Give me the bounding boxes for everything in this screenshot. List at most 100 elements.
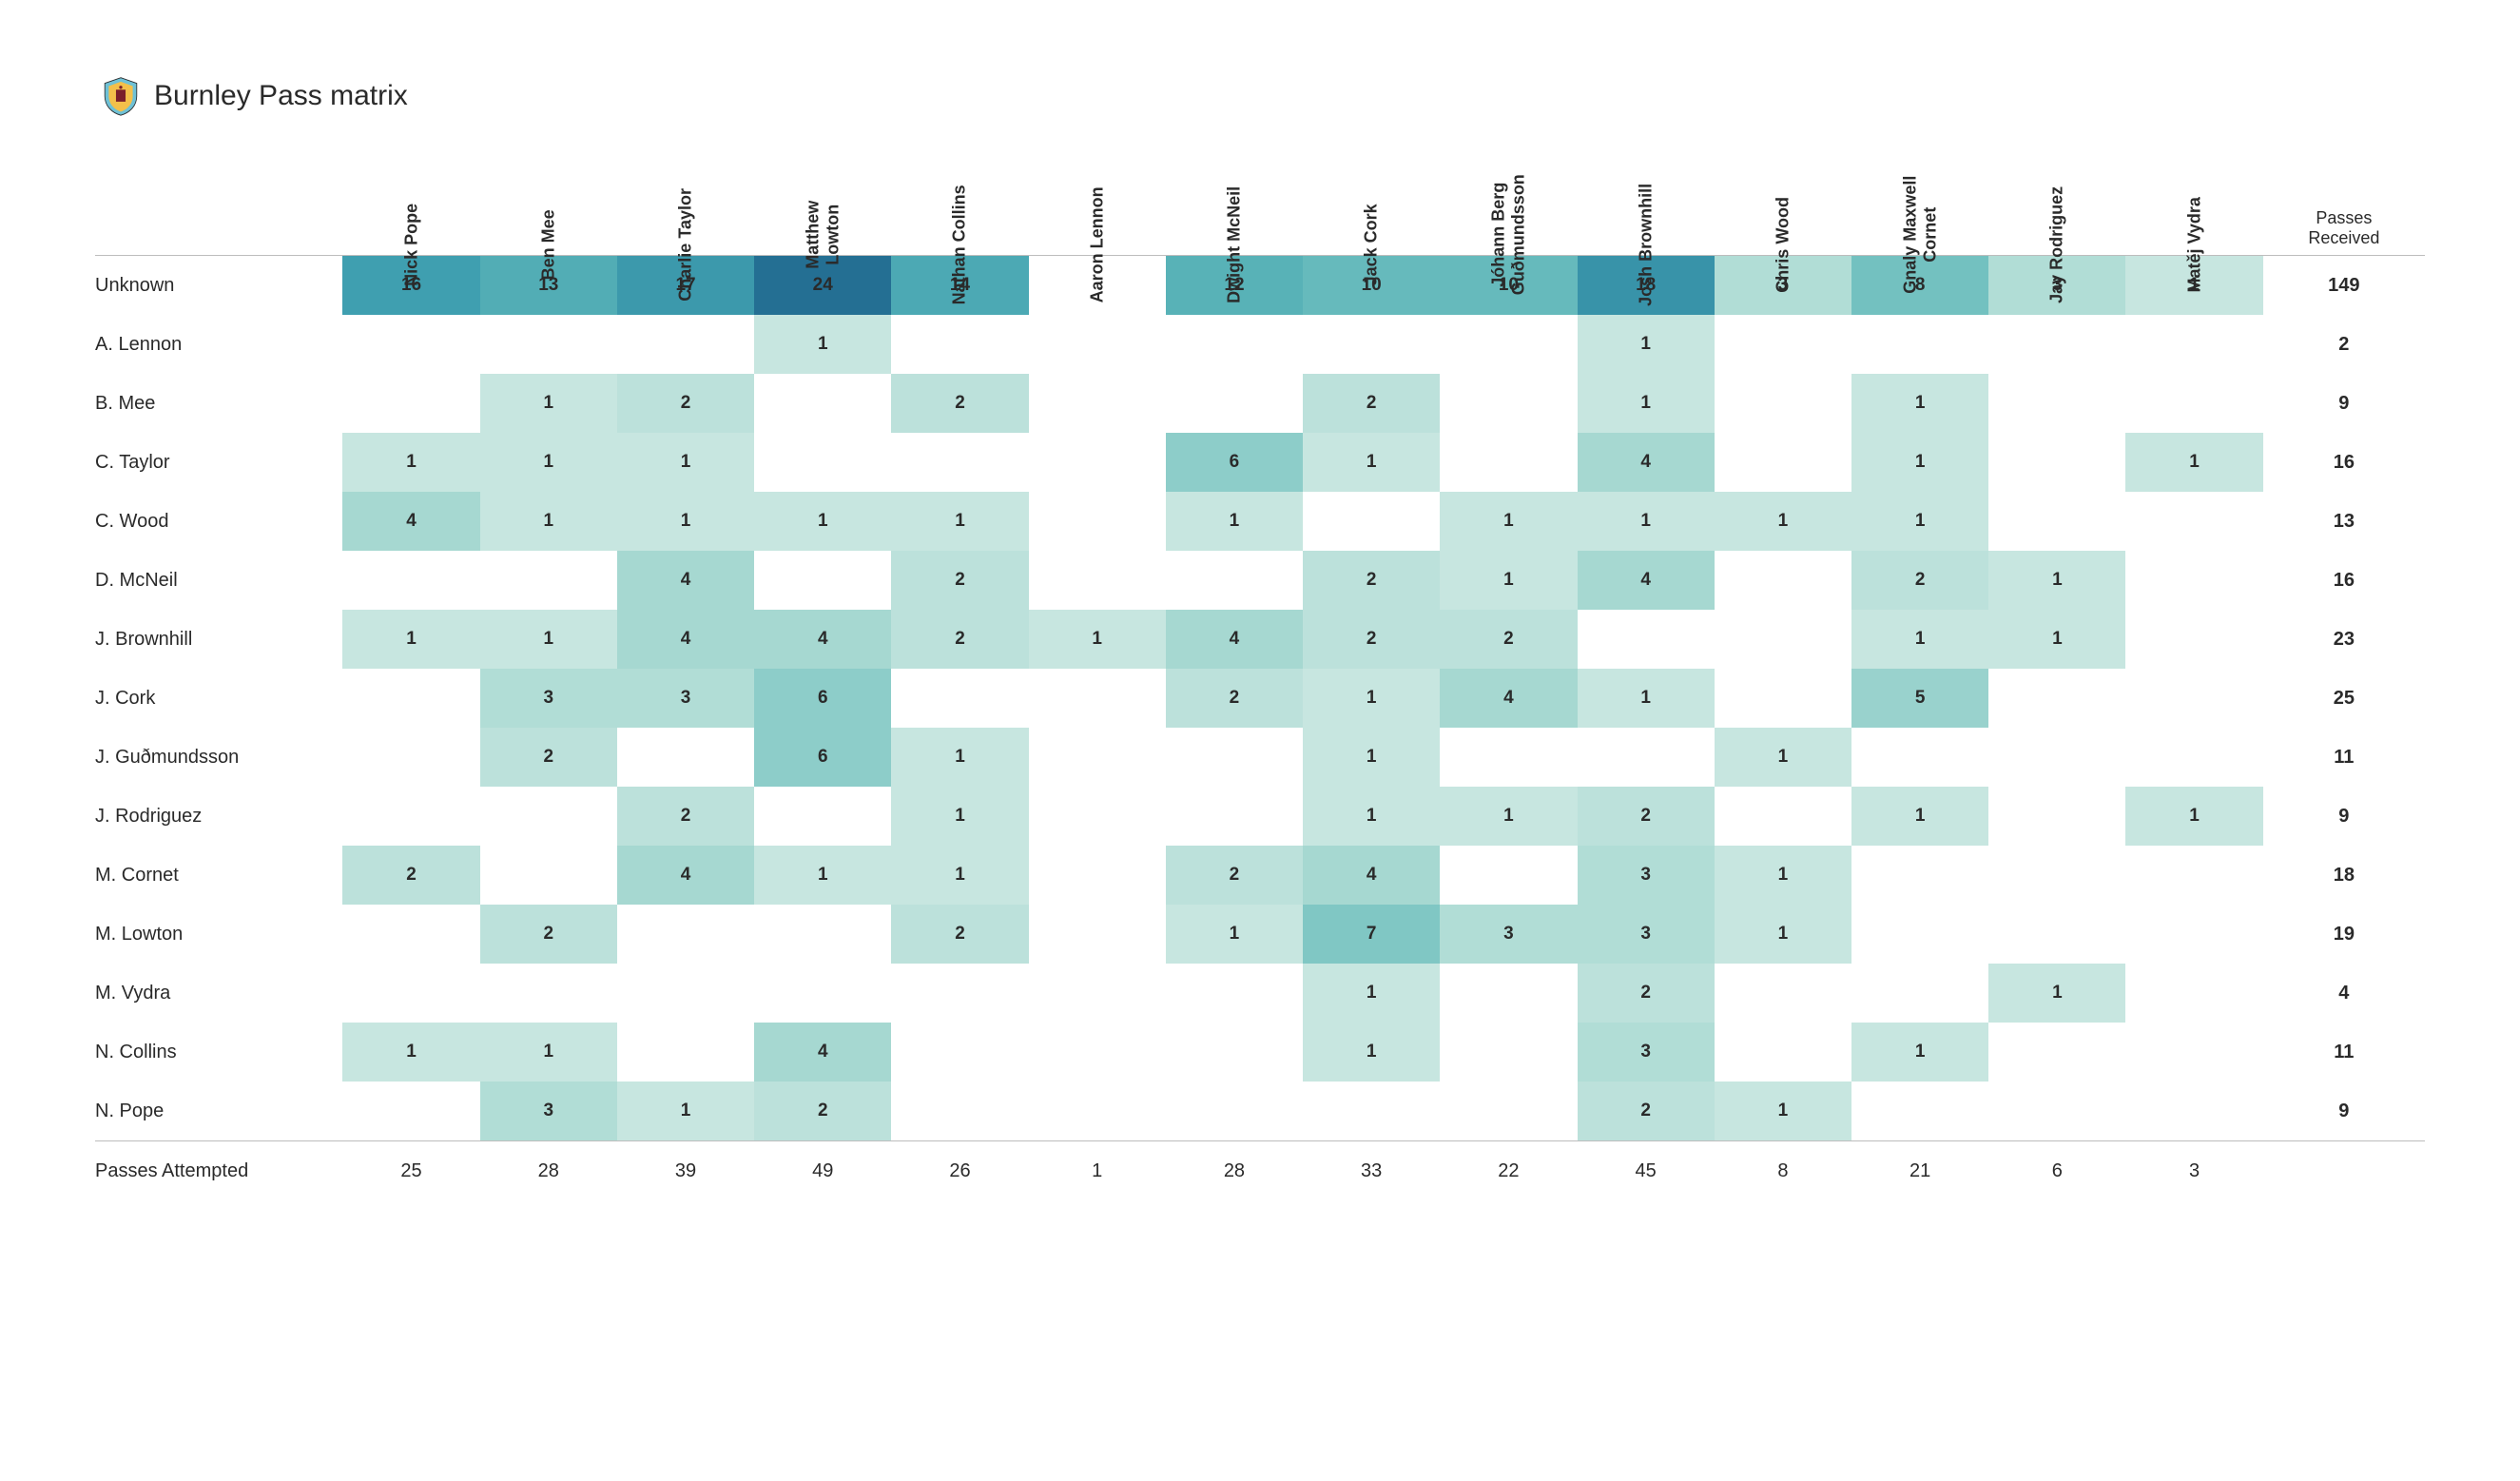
heatmap-cell: 1 — [1578, 374, 1715, 433]
heatmap-cell — [1029, 905, 1166, 964]
heatmap-cell — [1029, 846, 1166, 905]
heatmap-cell — [1029, 964, 1166, 1023]
heatmap-cell — [754, 551, 891, 610]
table-row: B. Mee1222119 — [95, 374, 2425, 433]
heatmap-cell — [1029, 669, 1166, 728]
heatmap-cell: 1 — [1440, 492, 1577, 551]
heatmap-cell — [1988, 1082, 2125, 1141]
heatmap-cell: 1 — [1303, 433, 1440, 492]
heatmap-cell: 2 — [617, 374, 754, 433]
passes-received-value: 9 — [2263, 787, 2425, 846]
column-header: Jay Rodriguez — [1988, 122, 2125, 256]
heatmap-cell — [1029, 315, 1166, 374]
heatmap-cell — [1851, 905, 1988, 964]
heatmap-cell — [891, 315, 1028, 374]
heatmap-cell: 1 — [754, 315, 891, 374]
passes-received-value: 11 — [2263, 1023, 2425, 1082]
pass-matrix-table: Nick PopeBen MeeCharlie TaylorMatthew Lo… — [95, 122, 2425, 1200]
row-label: D. McNeil — [95, 551, 342, 610]
heatmap-cell — [1851, 728, 1988, 787]
heatmap-cell: 1 — [1166, 492, 1303, 551]
row-label: M. Lowton — [95, 905, 342, 964]
passes-attempted-label: Passes Attempted — [95, 1141, 342, 1201]
column-header: Nick Pope — [342, 122, 479, 256]
table-row: J. Brownhill1144214221123 — [95, 610, 2425, 669]
table-row: D. McNeil422142116 — [95, 551, 2425, 610]
heatmap-cell: 1 — [1029, 610, 1166, 669]
heatmap-cell: 3 — [480, 1082, 617, 1141]
heatmap-cell — [754, 433, 891, 492]
heatmap-cell: 1 — [2125, 787, 2262, 846]
heatmap-cell — [1029, 728, 1166, 787]
heatmap-cell — [1578, 610, 1715, 669]
passes-received-value: 13 — [2263, 492, 2425, 551]
passes-received-value: 4 — [2263, 964, 2425, 1023]
heatmap-cell: 1 — [1715, 728, 1851, 787]
column-header: Gnaly Maxwell Cornet — [1851, 122, 1988, 256]
heatmap-cell: 4 — [1303, 846, 1440, 905]
heatmap-cell — [1166, 374, 1303, 433]
passes-received-value: 9 — [2263, 374, 2425, 433]
heatmap-cell — [1851, 315, 1988, 374]
passes-attempted-value: 8 — [1715, 1141, 1851, 1201]
pass-matrix-chart: Burnley Pass matrix Nick PopeBen MeeChar… — [0, 0, 2520, 1481]
heatmap-cell: 1 — [480, 374, 617, 433]
table-row: M. Vydra1214 — [95, 964, 2425, 1023]
heatmap-cell — [1029, 787, 1166, 846]
heatmap-cell — [1029, 433, 1166, 492]
passes-attempted-value: 25 — [342, 1141, 479, 1201]
heatmap-cell: 1 — [891, 787, 1028, 846]
heatmap-cell — [1715, 610, 1851, 669]
heatmap-cell: 4 — [617, 610, 754, 669]
column-header: Jóhann Berg Guðmundsson — [1440, 122, 1577, 256]
heatmap-cell: 6 — [754, 728, 891, 787]
heatmap-cell — [891, 433, 1028, 492]
heatmap-cell: 2 — [1166, 846, 1303, 905]
heatmap-cell — [2125, 1082, 2262, 1141]
heatmap-cell — [1988, 669, 2125, 728]
heatmap-cell — [1029, 492, 1166, 551]
heatmap-cell: 1 — [1715, 492, 1851, 551]
heatmap-cell: 1 — [1851, 787, 1988, 846]
heatmap-cell — [1988, 492, 2125, 551]
heatmap-cell: 2 — [1578, 1082, 1715, 1141]
passes-attempted-value: 28 — [480, 1141, 617, 1201]
passes-attempted-value: 22 — [1440, 1141, 1577, 1201]
passes-attempted-value: 49 — [754, 1141, 891, 1201]
heatmap-cell: 1 — [891, 492, 1028, 551]
row-label: B. Mee — [95, 374, 342, 433]
heatmap-cell: 4 — [1166, 610, 1303, 669]
heatmap-cell: 1 — [1851, 433, 1988, 492]
heatmap-cell: 3 — [1578, 905, 1715, 964]
column-header: Dwight McNeil — [1166, 122, 1303, 256]
heatmap-cell: 1 — [617, 1082, 754, 1141]
heatmap-cell: 1 — [2125, 433, 2262, 492]
heatmap-cell — [891, 964, 1028, 1023]
heatmap-cell — [1715, 787, 1851, 846]
heatmap-cell: 4 — [1440, 669, 1577, 728]
heatmap-cell: 2 — [1303, 551, 1440, 610]
heatmap-cell — [480, 551, 617, 610]
heatmap-cell — [1029, 551, 1166, 610]
row-label: M. Vydra — [95, 964, 342, 1023]
heatmap-cell — [1440, 1023, 1577, 1082]
heatmap-cell — [891, 1023, 1028, 1082]
heatmap-cell — [1166, 1082, 1303, 1141]
heatmap-cell: 2 — [1166, 669, 1303, 728]
heatmap-cell — [1578, 728, 1715, 787]
row-label: J. Cork — [95, 669, 342, 728]
passes-received-value: 18 — [2263, 846, 2425, 905]
heatmap-cell — [617, 728, 754, 787]
heatmap-cell — [1440, 846, 1577, 905]
heatmap-cell: 2 — [480, 905, 617, 964]
row-label: M. Cornet — [95, 846, 342, 905]
heatmap-cell: 3 — [480, 669, 617, 728]
heatmap-cell — [342, 315, 479, 374]
column-header: Ben Mee — [480, 122, 617, 256]
heatmap-cell: 1 — [1988, 964, 2125, 1023]
heatmap-cell — [342, 1082, 479, 1141]
heatmap-cell: 1 — [342, 1023, 479, 1082]
heatmap-cell: 1 — [891, 846, 1028, 905]
table-row: J. Guðmundsson2611111 — [95, 728, 2425, 787]
heatmap-cell — [480, 787, 617, 846]
